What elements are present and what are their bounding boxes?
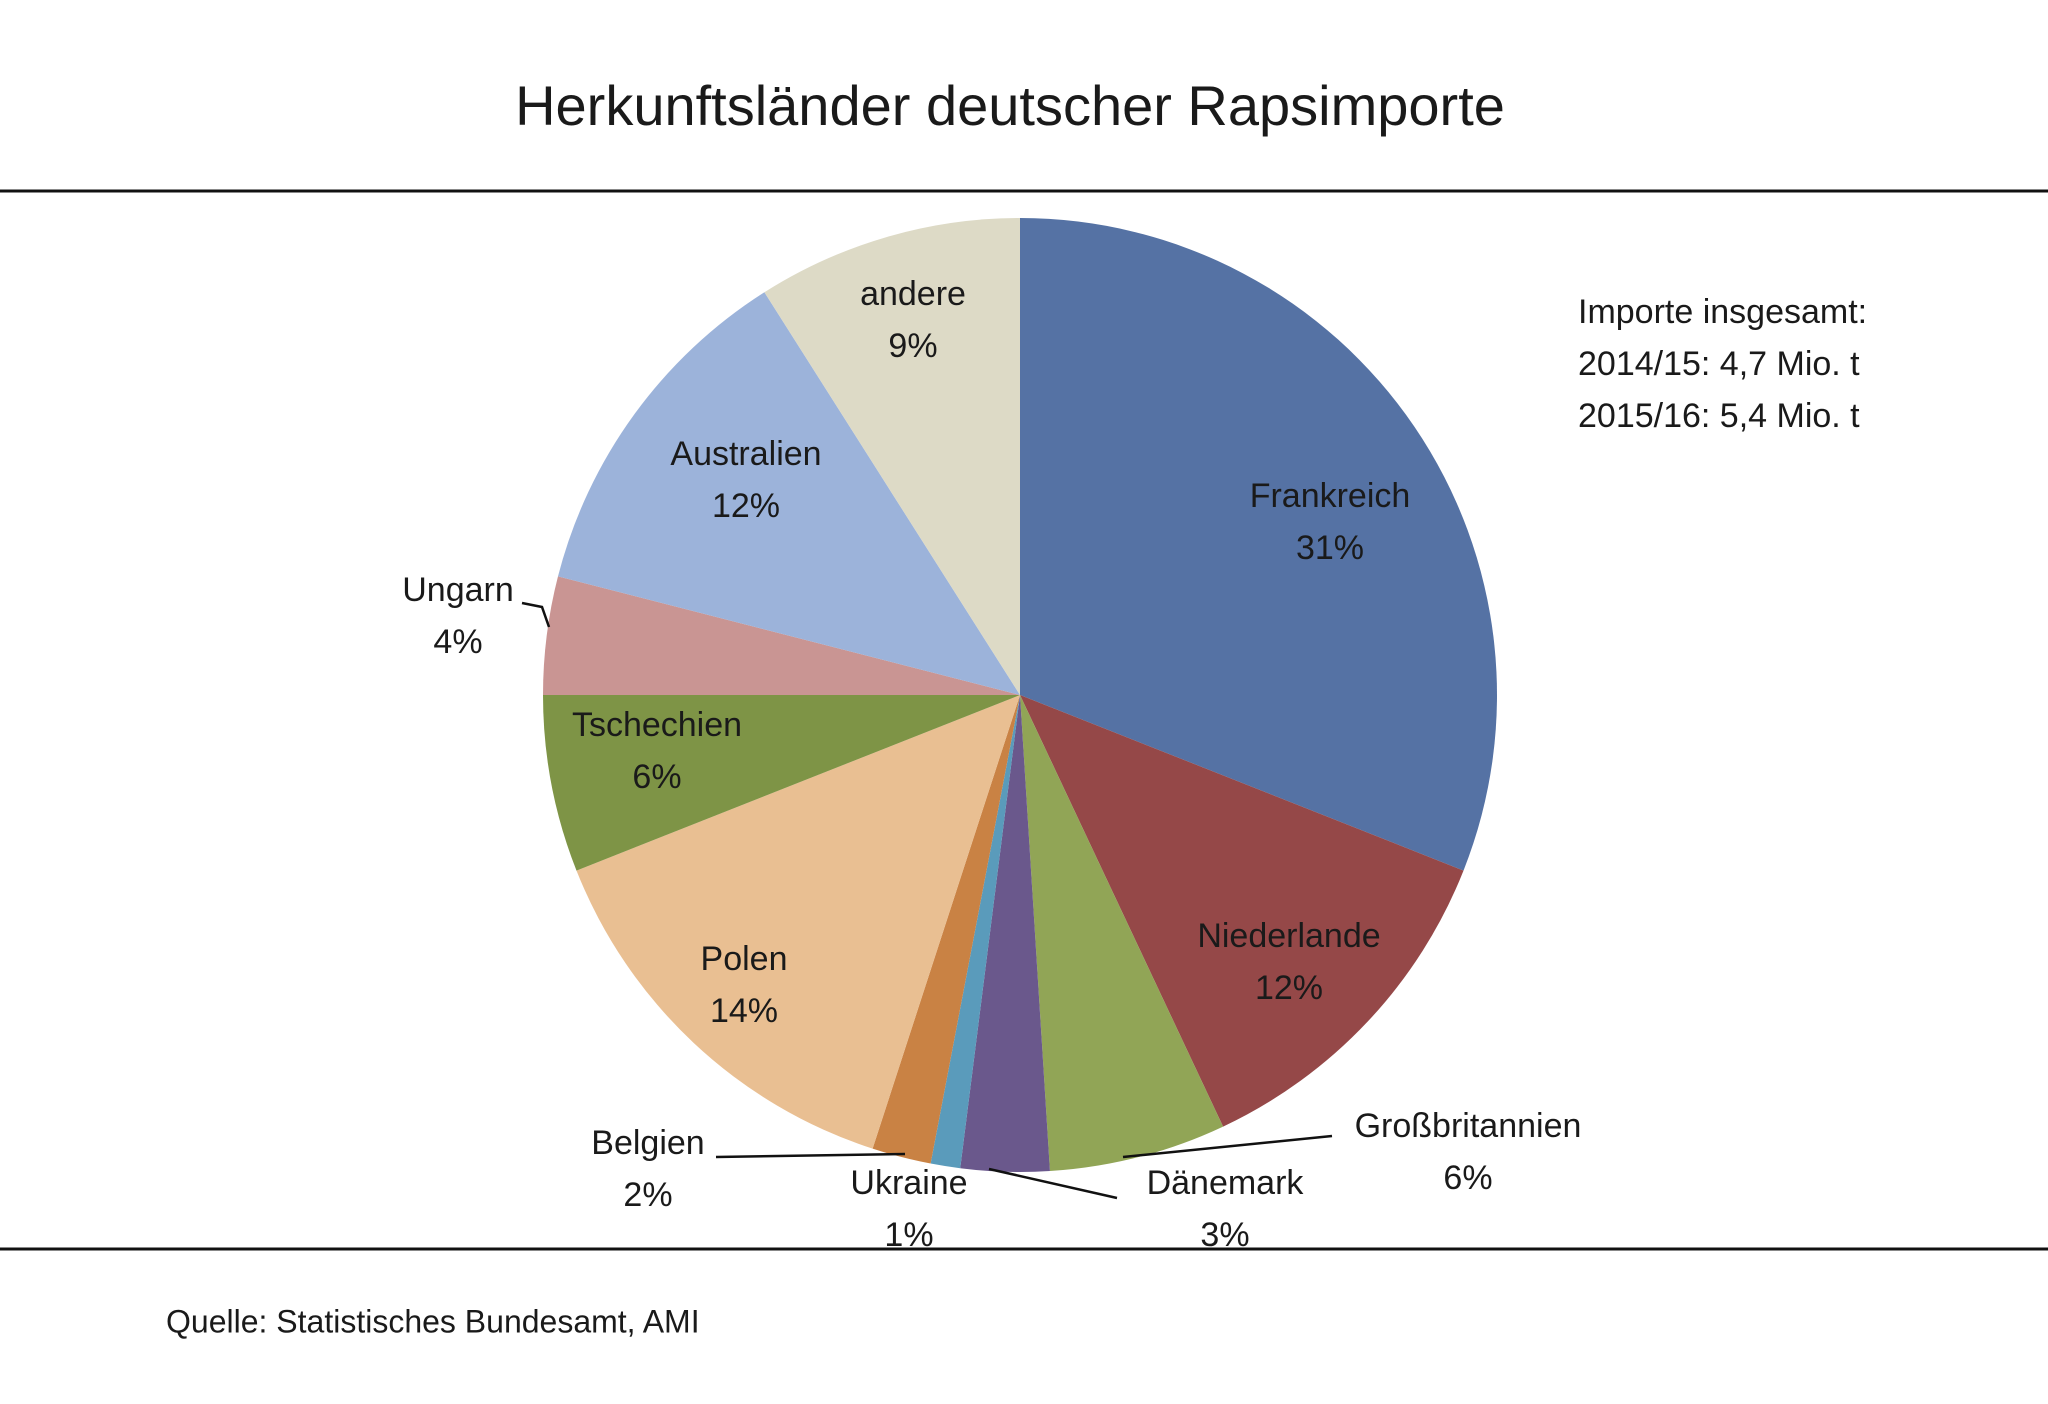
annotation: Importe insgesamt:	[1578, 293, 1867, 331]
value-label: 6%	[632, 758, 681, 796]
leader-line	[988, 1167, 1118, 1200]
value-label: 12%	[1255, 969, 1323, 1007]
leader-line	[521, 601, 551, 628]
value-label: 2%	[623, 1176, 672, 1214]
leader-line	[715, 1152, 906, 1159]
pie-slice	[960, 695, 1050, 1172]
slice-label: Polen	[701, 940, 788, 978]
pie-slice	[1020, 695, 1464, 1127]
pie-slice	[764, 218, 1020, 695]
value-label: 12%	[712, 487, 780, 525]
pie-slice	[557, 292, 1020, 695]
slice-label: Großbritannien	[1355, 1107, 1582, 1145]
pie-slice	[1020, 218, 1498, 871]
annotation: 2014/15: 4,7 Mio. t	[1578, 345, 1860, 383]
value-label: 1%	[884, 1216, 933, 1254]
slice-label: andere	[860, 275, 966, 313]
value-label: 3%	[1200, 1216, 1249, 1254]
value-label: 4%	[433, 623, 482, 661]
chart-title: Herkunftsländer deutscher Rapsimporte	[515, 74, 1505, 137]
slice-label: Belgien	[591, 1124, 704, 1162]
pie-slice	[872, 695, 1020, 1164]
source: Quelle: Statistisches Bundesamt, AMI	[166, 1303, 700, 1339]
pie-slice	[543, 576, 1020, 695]
value-label: 9%	[888, 327, 937, 365]
slice-label: Ukraine	[850, 1164, 967, 1202]
pie-slice	[576, 695, 1020, 1149]
value-label: 6%	[1443, 1159, 1492, 1197]
leader-line	[1122, 1134, 1333, 1159]
slice-label: Dänemark	[1147, 1164, 1305, 1202]
value-label: 31%	[1296, 529, 1364, 567]
pie-slice	[543, 695, 1020, 871]
value-label: 14%	[710, 992, 778, 1030]
slice-label: Tschechien	[572, 706, 742, 744]
annotation: 2015/16: 5,4 Mio. t	[1578, 397, 1860, 435]
slice-label: Ungarn	[402, 571, 514, 609]
slice-label: Australien	[670, 435, 821, 473]
slice-label: Niederlande	[1197, 917, 1380, 955]
pie-slice	[930, 695, 1020, 1169]
pie-slice	[1020, 695, 1224, 1172]
slice-label: Frankreich	[1250, 477, 1411, 515]
